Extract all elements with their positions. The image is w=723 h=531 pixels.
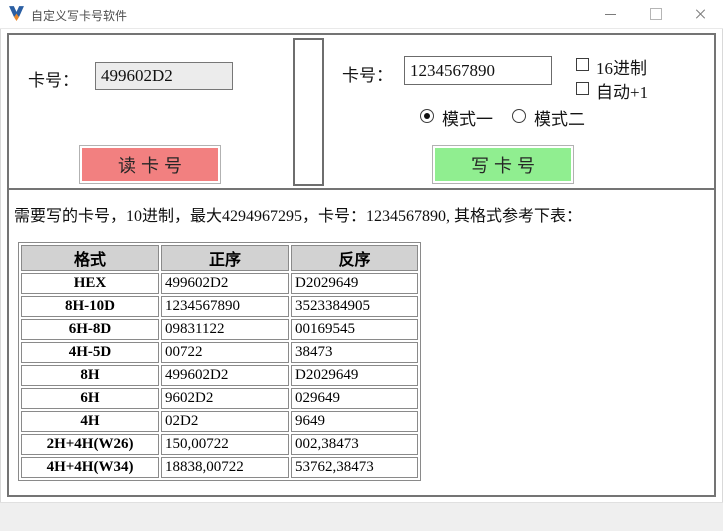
radio-mode-two[interactable] — [512, 109, 526, 123]
reverse-cell: 53762,38473 — [291, 457, 418, 478]
forward-cell: 9602D2 — [161, 388, 289, 409]
checkbox-autoincrement-label: 自动+1 — [596, 83, 649, 102]
title-bar: 自定义写卡号软件 — [0, 0, 723, 29]
status-bar — [0, 502, 723, 531]
close-button[interactable] — [678, 0, 723, 28]
description-text: 需要写的卡号，10进制，最大4294967295，卡号：1234567890, … — [14, 208, 583, 225]
read-card-label: 卡号： — [28, 71, 79, 90]
top-panel: 卡号： 读卡号 卡号： 16进制 自动+1 模式一 模式二 写卡号 — [7, 33, 716, 190]
table-row: 8H-10D 1234567890 3523384905 — [21, 296, 418, 317]
reverse-cell: 38473 — [291, 342, 418, 363]
radio-mode-one[interactable] — [420, 109, 434, 123]
table-row: 4H+4H(W34) 18838,00722 53762,38473 — [21, 457, 418, 478]
forward-cell: 1234567890 — [161, 296, 289, 317]
forward-cell: 499602D2 — [161, 273, 289, 294]
window-controls — [588, 0, 723, 28]
checkbox-hex-label: 16进制 — [596, 59, 647, 78]
format-cell: 4H-5D — [21, 342, 159, 363]
forward-cell: 00722 — [161, 342, 289, 363]
reverse-cell: 002,38473 — [291, 434, 418, 455]
radio-mode-two-label: 模式二 — [534, 110, 585, 129]
maximize-button[interactable] — [633, 0, 678, 28]
main-panel: 需要写的卡号，10进制，最大4294967295，卡号：1234567890, … — [7, 188, 716, 497]
minimize-button[interactable] — [588, 0, 633, 28]
window-title: 自定义写卡号软件 — [31, 9, 128, 23]
table-row: HEX 499602D2 D2029649 — [21, 273, 418, 294]
format-cell: 8H — [21, 365, 159, 386]
table-row: 6H 9602D2 029649 — [21, 388, 418, 409]
app-logo-icon — [9, 6, 24, 21]
forward-cell: 18838,00722 — [161, 457, 289, 478]
header-forward: 正序 — [161, 245, 289, 271]
read-card-field[interactable] — [95, 62, 233, 90]
maximize-icon — [649, 8, 662, 20]
minimize-icon — [605, 13, 616, 15]
table-row: 4H-5D 00722 38473 — [21, 342, 418, 363]
format-cell: 6H-8D — [21, 319, 159, 340]
format-cell: 4H+4H(W34) — [21, 457, 159, 478]
write-card-label: 卡号： — [342, 66, 393, 85]
close-icon — [695, 8, 707, 20]
forward-cell: 499602D2 — [161, 365, 289, 386]
header-reverse: 反序 — [291, 245, 418, 271]
reverse-cell: 00169545 — [291, 319, 418, 340]
reverse-cell: 3523384905 — [291, 296, 418, 317]
write-card-button[interactable]: 写卡号 — [432, 145, 574, 184]
table-row: 6H-8D 09831122 00169545 — [21, 319, 418, 340]
format-cell: 4H — [21, 411, 159, 432]
reverse-cell: D2029649 — [291, 273, 418, 294]
format-cell: 2H+4H(W26) — [21, 434, 159, 455]
center-divider-box — [293, 38, 324, 186]
table-row: 2H+4H(W26) 150,00722 002,38473 — [21, 434, 418, 455]
radio-mode-one-label: 模式一 — [442, 110, 493, 129]
forward-cell: 02D2 — [161, 411, 289, 432]
forward-cell: 09831122 — [161, 319, 289, 340]
format-table: 格式 正序 反序 HEX 499602D2 D2029649 8H-10D 123456… — [18, 242, 421, 481]
reverse-cell: 9649 — [291, 411, 418, 432]
reverse-cell: 029649 — [291, 388, 418, 409]
format-cell: 8H-10D — [21, 296, 159, 317]
format-table-body: HEX 499602D2 D2029649 8H-10D 1234567890 35233… — [21, 273, 418, 478]
table-row: 4H 02D2 9649 — [21, 411, 418, 432]
checkbox-hex[interactable] — [576, 58, 589, 71]
reverse-cell: D2029649 — [291, 365, 418, 386]
write-card-input[interactable] — [404, 56, 552, 85]
format-cell: HEX — [21, 273, 159, 294]
read-card-button[interactable]: 读卡号 — [79, 145, 221, 184]
table-row: 8H 499602D2 D2029649 — [21, 365, 418, 386]
header-format: 格式 — [21, 245, 159, 271]
table-header-row: 格式 正序 反序 — [21, 245, 418, 271]
forward-cell: 150,00722 — [161, 434, 289, 455]
format-cell: 6H — [21, 388, 159, 409]
checkbox-autoincrement[interactable] — [576, 82, 589, 95]
